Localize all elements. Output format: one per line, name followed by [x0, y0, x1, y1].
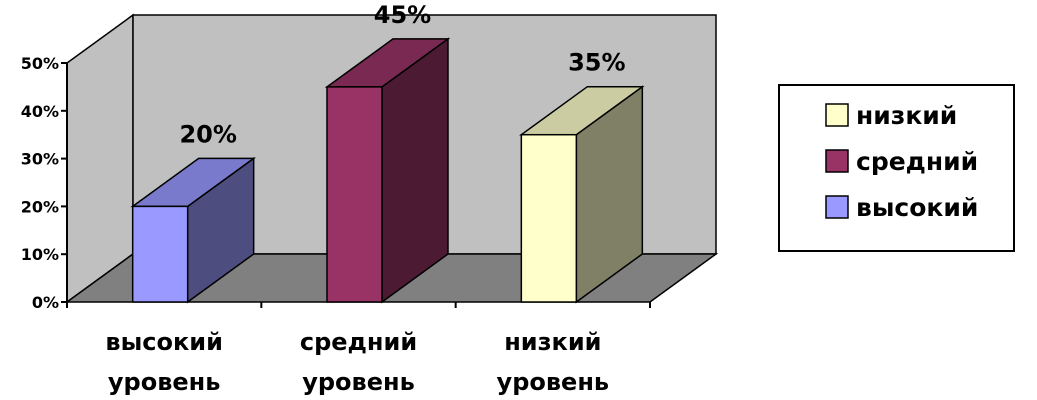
legend-swatch — [825, 103, 849, 127]
category-label: уровень — [108, 368, 221, 396]
data-label: 20% — [179, 120, 236, 148]
category-label: уровень — [302, 368, 415, 396]
category-label: низкий — [504, 328, 601, 356]
y-axis: 0% 10% 20% 30% 40% 50% — [21, 54, 651, 312]
legend-label: низкий — [856, 101, 957, 130]
y-tick-label: 40% — [21, 102, 59, 121]
bar-front-face — [131, 205, 189, 303]
bar — [519, 85, 645, 304]
y-tick-label: 30% — [21, 150, 59, 169]
category-label: средний — [300, 328, 417, 356]
bar — [130, 156, 256, 304]
y-tick-label: 10% — [21, 245, 59, 264]
data-label: 45% — [374, 1, 431, 29]
bar-front-face — [326, 86, 383, 303]
bar-front-face — [520, 133, 578, 303]
bars — [130, 37, 645, 304]
side-wall — [66, 13, 134, 304]
category-label: уровень — [497, 368, 610, 396]
legend-label: средний — [856, 147, 978, 176]
category-labels: высокий уровень средний уровень низкий уровен… — [105, 328, 609, 396]
y-tick-label: 50% — [21, 54, 59, 73]
data-labels: 20% 45% 35% — [179, 1, 625, 148]
legend-swatch — [825, 195, 849, 219]
legend: низкий средний высокий — [778, 84, 1015, 252]
y-tick-label: 0% — [32, 293, 59, 312]
legend-box — [778, 84, 1015, 252]
category-label: высокий — [105, 328, 223, 356]
legend-swatch — [825, 149, 849, 173]
data-label: 35% — [568, 49, 625, 77]
bar — [324, 37, 451, 304]
legend-label: высокий — [856, 193, 978, 222]
y-tick-label: 20% — [21, 197, 59, 216]
